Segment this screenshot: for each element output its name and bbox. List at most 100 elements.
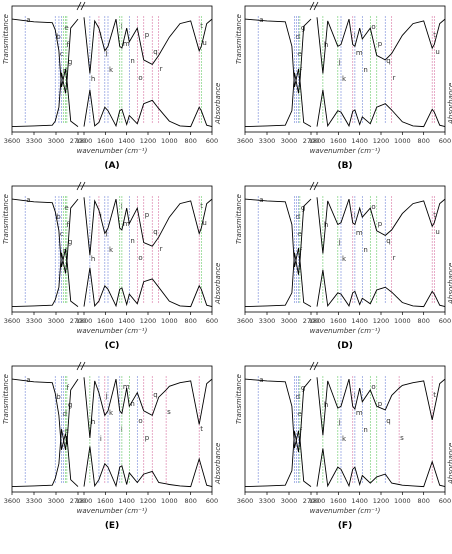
panel-3-peak-label: p	[145, 211, 150, 219]
panel-4-panel-label: (D)	[337, 341, 353, 351]
panel-5-peak-label: e	[64, 427, 68, 435]
panel-3-x-tick-label: 3300	[26, 317, 43, 325]
panel-1-axis-break-mark	[80, 1, 86, 11]
panel-5-absorbance-curve	[11, 429, 79, 488]
panel-5-peak-label: j	[105, 392, 108, 400]
panel-2-peak-label: e	[297, 50, 301, 58]
panel-1-x-tick-label: 3300	[26, 137, 43, 145]
panel-5-peak-label: i	[100, 435, 102, 443]
panel-1-ylabel-right: Absorbance	[214, 83, 222, 125]
panel-5-peak-label: p	[145, 434, 150, 442]
panel-6-panel-label: (F)	[338, 521, 352, 531]
panel-1-peak-label: p	[145, 31, 150, 39]
panel-5-ylabel-left: Transmittance	[2, 374, 10, 424]
panel-2-ylabel-left: Transmittance	[235, 14, 243, 64]
panel-3-axis-break-mark	[76, 181, 82, 191]
panel-5-x-tick-label: 1800	[76, 497, 93, 505]
panel-3-peak-label: o	[138, 254, 142, 262]
panel-6-axis-break-mark	[309, 361, 315, 371]
panel-3-axis-break-mark	[80, 181, 86, 191]
panel-2-x-tick-label: 2700	[303, 137, 320, 145]
panel-2-peak-label: d	[296, 33, 300, 41]
panel-1-absorbance-curve	[83, 89, 213, 128]
panel-4-peak-label: u	[435, 228, 439, 236]
panel-2-x-tick-label: 1800	[309, 137, 326, 145]
panel-5-x-tick-label: 800	[184, 497, 196, 505]
panel-1-peak-label: k	[109, 66, 114, 74]
panel-4-x-tick-label: 1000	[394, 317, 411, 325]
panel-6-frame	[244, 365, 446, 493]
panel-5-x-tick-label: 1000	[161, 497, 178, 505]
panel-5-peak-label: f	[67, 384, 70, 392]
panel-1-x-tick-label: 2700	[70, 137, 87, 145]
panel-3-peak-label: m	[123, 220, 130, 228]
panel-6-peak-label: t	[433, 391, 436, 399]
panel-1-axis-break-mark	[76, 1, 82, 11]
panel-6-x-tick-label: 1600	[330, 497, 347, 505]
panel-3-peak-label: a	[26, 196, 30, 204]
panel-4-absorbance-curve	[316, 269, 446, 308]
panel-3-ylabel-right: Absorbance	[214, 263, 222, 305]
panel-4-x-tick-label: 3300	[259, 317, 276, 325]
panel-6-x-tick-label: 1000	[394, 497, 411, 505]
panel-3-peak-label: h	[91, 255, 95, 263]
panel-1-transmittance-curve	[83, 17, 213, 74]
panel-1-peak-label: r	[160, 65, 163, 73]
panel-2-peak-label: j	[338, 58, 341, 66]
panel-3-peak-label: q	[153, 228, 157, 236]
panel-2-peak-label: k	[342, 75, 347, 83]
panel-6-peak-label: o	[371, 383, 375, 391]
panel-1-x-tick-label: 600	[206, 137, 218, 145]
panel-1-panel-label: (A)	[104, 161, 119, 171]
panel-2-peak-label: r	[393, 74, 396, 82]
panel-1-absorbance-curve	[11, 72, 79, 128]
panel-6-peak-label: e	[297, 410, 301, 418]
panel-3-peak-label: i	[100, 212, 102, 220]
panel-4-transmittance-curve	[316, 197, 446, 254]
panel-4-ylabel-right: Absorbance	[447, 263, 452, 305]
panel-4-x-tick-label: 1200	[373, 317, 390, 325]
panel-4-x-tick-label: 1800	[309, 317, 326, 325]
panel-3-xlabel: wavenumber (cm⁻¹)	[77, 327, 148, 335]
panel-6-absorbance-curve	[316, 448, 446, 488]
panel-5-transmittance-curve	[11, 378, 79, 450]
panel-5-peak-label: k	[109, 409, 114, 417]
panel-2-x-tick-label: 3600	[237, 137, 254, 145]
panel-6-peak-label: d	[296, 393, 300, 401]
panel-6-peak-label: g	[301, 384, 305, 392]
panel-6-x-tick-label: 3000	[281, 497, 298, 505]
panel-4-peak-label: k	[342, 255, 347, 263]
panel-2-peak-label: t	[433, 31, 436, 39]
panel-5-peak-label: m	[123, 383, 130, 391]
panel-6-x-tick-label: 2700	[303, 497, 320, 505]
panel-3-transmittance-curve	[83, 197, 213, 256]
panel-5-x-tick-label: 600	[206, 497, 218, 505]
panel-4-peak-label: j	[338, 238, 341, 246]
panel-2-absorbance-curve	[316, 89, 446, 128]
panel-2-frame	[244, 5, 446, 133]
panel-4-frame	[244, 185, 446, 313]
panel-1-peak-label: e	[64, 24, 68, 32]
panel-2-x-tick-label: 1600	[330, 137, 347, 145]
panel-6-peak-label: h	[324, 401, 328, 409]
panel-4-x-tick-label: 1400	[351, 317, 368, 325]
panel-3-absorbance-curve	[83, 267, 213, 308]
panel-2-transmittance-curve	[244, 18, 312, 88]
panel-5-peak-label: b	[56, 393, 61, 401]
panel-3-panel-label: (C)	[105, 341, 120, 351]
panel-6-peak-label: p	[378, 400, 383, 408]
panel-5-panel-label: (E)	[105, 521, 119, 531]
panel-4-absorbance-curve	[244, 252, 312, 308]
panel-1-x-tick-label: 1400	[118, 137, 135, 145]
panel-5-x-tick-label: 2700	[70, 497, 87, 505]
panel-1-xlabel: wavenumber (cm⁻¹)	[77, 147, 148, 155]
panel-5-axis-break-mark	[76, 361, 82, 371]
panel-2-absorbance-curve	[244, 72, 312, 128]
panel-3-peak-label: n	[130, 237, 134, 245]
panel-1-peak-label: a	[26, 16, 30, 24]
panel-4-peak-label: p	[378, 220, 383, 228]
panel-2-ylabel-right: Absorbance	[447, 83, 452, 125]
panel-3-peak-label: t	[200, 202, 203, 210]
panel-4-peak-label: n	[363, 246, 367, 254]
panel-1-frame	[11, 5, 213, 133]
